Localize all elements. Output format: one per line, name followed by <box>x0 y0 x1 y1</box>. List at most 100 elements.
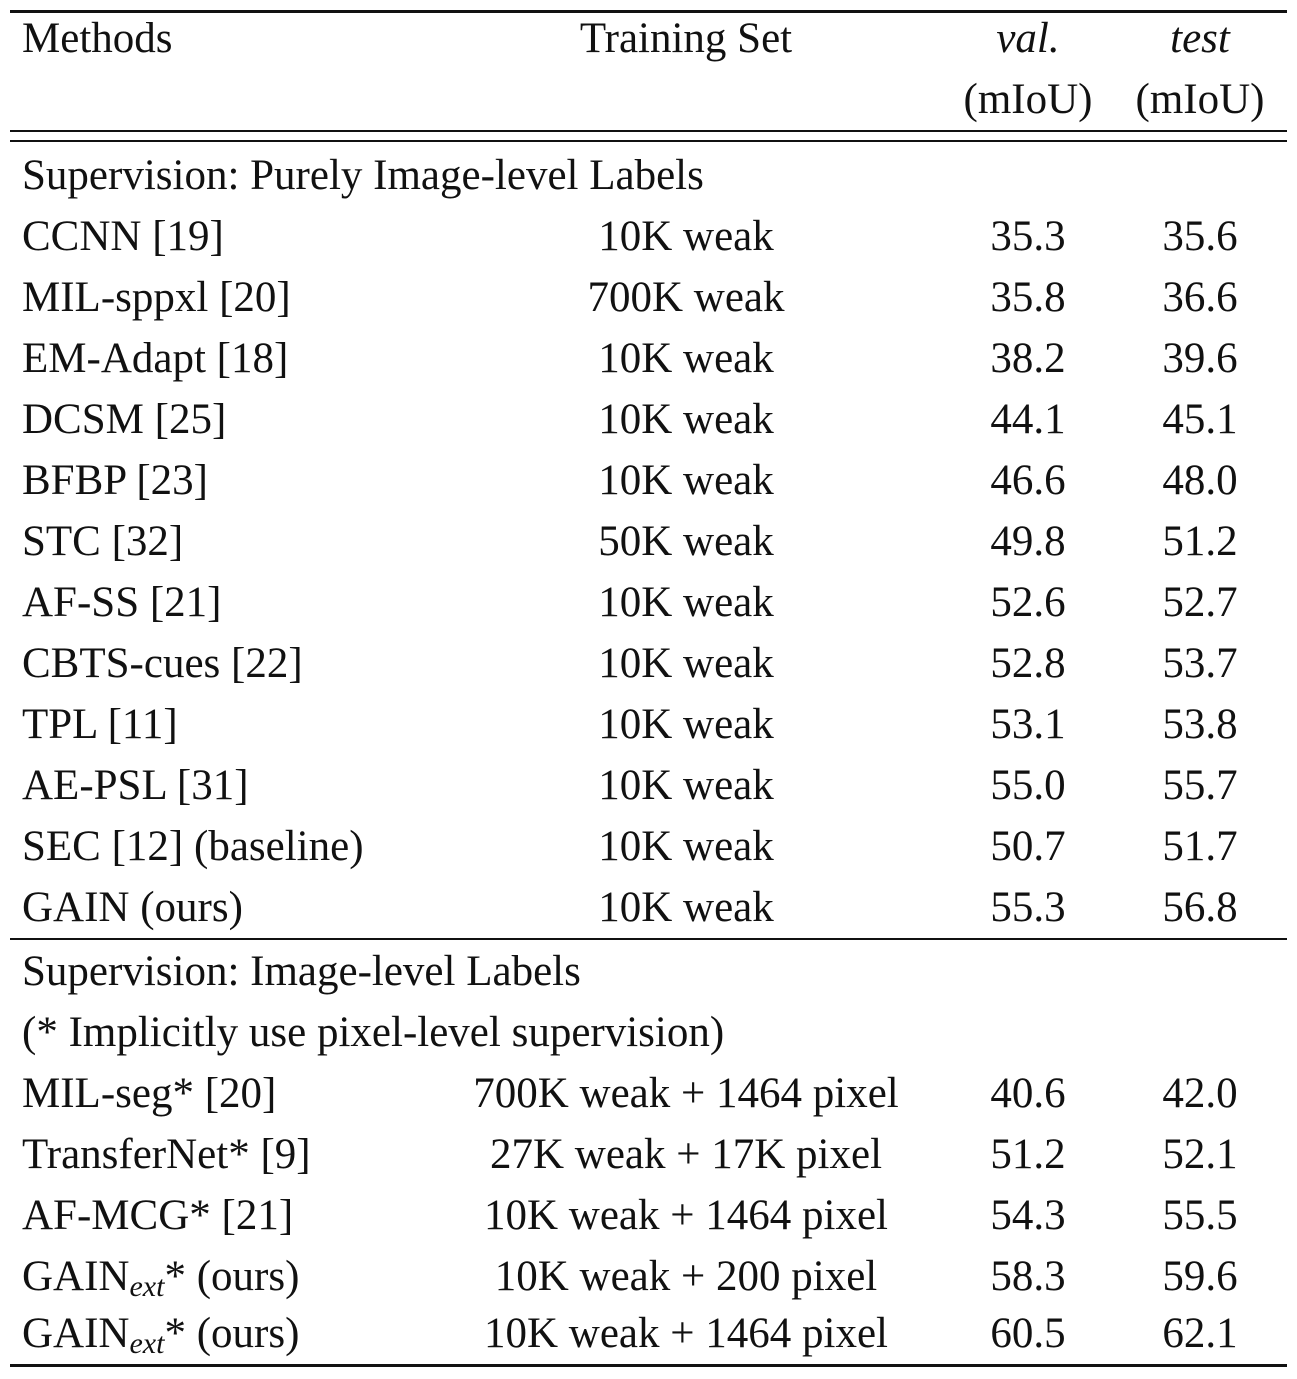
table-row: AE-PSL [31] 10K weak 55.0 55.7 <box>0 755 1297 816</box>
table-row: GAIN (ours) 10K weak 55.3 56.8 <box>0 877 1297 938</box>
training-set-cell: 50K weak <box>598 518 774 565</box>
test-cell: 36.6 <box>1162 274 1238 321</box>
training-set-cell: 10K weak <box>598 457 774 504</box>
training-set-cell: 10K weak <box>598 579 774 626</box>
training-set-cell: 10K weak <box>598 640 774 687</box>
test-cell: 56.8 <box>1162 884 1238 931</box>
header-test-unit: (mIoU) <box>1135 76 1265 123</box>
table-row: DCSM [25] 10K weak 44.1 45.1 <box>0 389 1297 450</box>
test-cell: 55.5 <box>1162 1192 1238 1239</box>
method-cell: EM-Adapt [18] <box>22 335 289 382</box>
table-row: EM-Adapt [18] 10K weak 38.2 39.6 <box>0 328 1297 389</box>
header-row-2: (mIoU) (mIoU) <box>0 69 1297 130</box>
training-set-cell: 10K weak <box>598 335 774 382</box>
table-row: AF-SS [21] 10K weak 52.6 52.7 <box>0 572 1297 633</box>
val-cell: 55.0 <box>990 762 1066 809</box>
val-cell: 38.2 <box>990 335 1066 382</box>
training-set-cell: 700K weak + 1464 pixel <box>473 1070 899 1117</box>
section-rule <box>10 938 1287 940</box>
method-cell: TransferNet* [9] <box>22 1131 311 1178</box>
table-row: GAINext* (ours) 10K weak + 200 pixel 58.… <box>0 1246 1297 1307</box>
val-cell: 54.3 <box>990 1192 1066 1239</box>
header-val: val. <box>996 15 1060 62</box>
training-set-cell: 10K weak + 1464 pixel <box>483 1310 889 1357</box>
test-cell: 45.1 <box>1162 396 1238 443</box>
test-cell: 53.8 <box>1162 701 1238 748</box>
method-suffix: * (ours) <box>164 1253 300 1300</box>
method-cell: CBTS-cues [22] <box>22 640 303 687</box>
method-subscript: ext <box>129 1327 165 1360</box>
val-cell: 40.6 <box>990 1070 1066 1117</box>
header-training-set: Training Set <box>579 15 793 62</box>
method-suffix: * (ours) <box>164 1310 300 1357</box>
table-row: CBTS-cues [22] 10K weak 52.8 53.7 <box>0 633 1297 694</box>
test-cell: 59.6 <box>1162 1253 1238 1300</box>
val-cell: 58.3 <box>990 1253 1066 1300</box>
test-cell: 35.6 <box>1162 213 1238 260</box>
test-cell: 51.2 <box>1162 518 1238 565</box>
val-cell: 52.8 <box>990 640 1066 687</box>
method-base: GAIN <box>22 1253 130 1300</box>
method-cell: GAIN (ours) <box>22 884 243 931</box>
header-rule-lower <box>10 140 1287 142</box>
top-rule <box>10 10 1287 13</box>
table-row: SEC [12] (baseline) 10K weak 50.7 51.7 <box>0 816 1297 877</box>
table-row: AF-MCG* [21] 10K weak + 1464 pixel 54.3 … <box>0 1185 1297 1246</box>
val-cell: 49.8 <box>990 518 1066 565</box>
table-row: MIL-sppxl [20] 700K weak 35.8 36.6 <box>0 267 1297 328</box>
table-row: TPL [11] 10K weak 53.1 53.8 <box>0 694 1297 755</box>
training-set-cell: 10K weak + 1464 pixel <box>483 1192 889 1239</box>
val-cell: 50.7 <box>990 823 1066 870</box>
method-cell: MIL-seg* [20] <box>22 1070 277 1117</box>
test-cell: 62.1 <box>1162 1310 1238 1357</box>
test-cell: 52.7 <box>1162 579 1238 626</box>
section2-title: Supervision: Image-level Labels <box>22 948 581 995</box>
method-subscript: ext <box>129 1270 165 1303</box>
method-cell: GAINext* (ours) <box>22 1303 299 1374</box>
method-cell: AE-PSL [31] <box>22 762 249 809</box>
method-cell: CCNN [19] <box>22 213 224 260</box>
method-cell: TPL [11] <box>22 701 178 748</box>
val-cell: 35.8 <box>990 274 1066 321</box>
table-row: STC [32] 50K weak 49.8 51.2 <box>0 511 1297 572</box>
method-cell: AF-MCG* [21] <box>22 1192 294 1239</box>
method-cell: STC [32] <box>22 518 184 565</box>
method-cell: DCSM [25] <box>22 396 227 443</box>
method-cell: MIL-sppxl [20] <box>22 274 291 321</box>
training-set-cell: 27K weak + 17K pixel <box>489 1131 883 1178</box>
test-cell: 51.7 <box>1162 823 1238 870</box>
val-cell: 44.1 <box>990 396 1066 443</box>
method-cell: GAINext* (ours) <box>22 1246 299 1317</box>
header-val-unit: (mIoU) <box>963 76 1093 123</box>
table-row: BFBP [23] 10K weak 46.6 48.0 <box>0 450 1297 511</box>
method-base: GAIN <box>22 1310 130 1357</box>
val-cell: 52.6 <box>990 579 1066 626</box>
method-cell: SEC [12] (baseline) <box>22 823 364 870</box>
header-test: test <box>1170 15 1230 62</box>
header-rule-upper <box>10 130 1287 132</box>
bottom-rule <box>10 1364 1287 1367</box>
training-set-cell: 10K weak <box>598 701 774 748</box>
section2-title-row: Supervision: Image-level Labels <box>0 941 1297 1002</box>
test-cell: 48.0 <box>1162 457 1238 504</box>
header-methods: Methods <box>22 15 173 62</box>
section1-title-row: Supervision: Purely Image-level Labels <box>0 145 1297 206</box>
section2-subtitle-row: (* Implicitly use pixel-level supervisio… <box>0 1002 1297 1063</box>
method-cell: AF-SS [21] <box>22 579 222 626</box>
training-set-cell: 10K weak <box>598 762 774 809</box>
test-cell: 42.0 <box>1162 1070 1238 1117</box>
test-cell: 53.7 <box>1162 640 1238 687</box>
section2-subtitle: (* Implicitly use pixel-level supervisio… <box>22 1009 725 1056</box>
header-row-1: Methods Training Set val. test <box>0 8 1297 69</box>
method-cell: BFBP [23] <box>22 457 208 504</box>
table-row: CCNN [19] 10K weak 35.3 35.6 <box>0 206 1297 267</box>
training-set-cell: 700K weak <box>587 274 785 321</box>
val-cell: 35.3 <box>990 213 1066 260</box>
test-cell: 55.7 <box>1162 762 1238 809</box>
val-cell: 46.6 <box>990 457 1066 504</box>
training-set-cell: 10K weak <box>598 884 774 931</box>
training-set-cell: 10K weak + 200 pixel <box>494 1253 878 1300</box>
val-cell: 51.2 <box>990 1131 1066 1178</box>
section1-title: Supervision: Purely Image-level Labels <box>22 152 704 199</box>
table-row: TransferNet* [9] 27K weak + 17K pixel 51… <box>0 1124 1297 1185</box>
